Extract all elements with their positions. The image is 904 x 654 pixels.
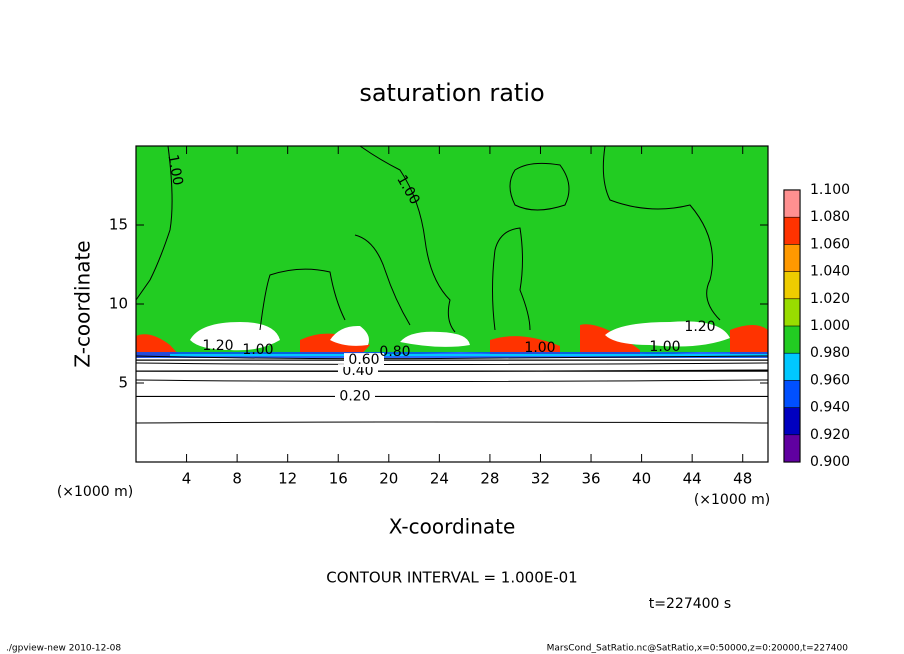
colorbar-bin [784,434,800,462]
contour-annotation: 1.00 [524,340,555,356]
colorbar-bin [784,380,800,408]
colorbar-label: 0.900 [810,454,850,470]
subsaturated-band [170,354,768,356]
x-tick-label: 32 [531,470,550,488]
colorbar-bin [784,298,800,326]
contour-annotation: 1.20 [684,319,715,335]
colorbar-label: 1.040 [810,264,850,280]
contour-label: 0.40 [342,363,373,379]
contour-label-bg [338,364,378,379]
x-tick-label: 36 [581,470,600,488]
colorbar-label: 0.920 [810,427,850,443]
x-tick-label: 20 [379,470,398,488]
colorbar-label: 1.060 [810,236,850,252]
contour-annotation: 1.00 [164,153,185,186]
colorbar-label: 1.020 [810,291,850,307]
y-tick-label: 10 [109,295,128,313]
x-tick-label: 4 [182,470,192,488]
contour-annotation: 1.00 [649,339,680,355]
contour-label: 0.60 [348,352,379,368]
x-axis-label: X-coordinate [389,515,516,539]
contour-annotation: 0.80 [379,344,410,360]
x-tick-label: 28 [480,470,499,488]
x-tick-label: 40 [632,470,651,488]
footer-left: ./gpview-new 2010-12-08 [6,644,121,654]
colorbar-outline [783,189,801,463]
contour-label-bg [335,389,375,404]
colorbar-label: 0.940 [810,400,850,416]
colorbar-label: 0.980 [810,345,850,361]
colorbar-bin [784,190,800,218]
y-axis-label: Z-coordinate [71,240,95,367]
colorbar-bin [784,244,800,272]
colorbar-label: 1.000 [810,318,850,334]
time-label: t=227400 s [649,596,731,612]
chart-title: saturation ratio [359,79,544,107]
y-unit: (×1000 m) [57,484,133,500]
cloud [190,321,730,351]
colorbar-label: 1.080 [810,209,850,225]
colorbar-label: 0.960 [810,372,850,388]
contour-annotation: 1.00 [242,342,273,358]
contour-interval: CONTOUR INTERVAL = 1.000E-01 [326,569,577,587]
x-tick-label: 48 [733,470,752,488]
x-unit: (×1000 m) [694,492,770,508]
field-saturated [136,146,768,356]
contour-label: 0.20 [339,388,370,404]
footer-right: MarsCond_SatRatio.nc@SatRatio,x=0:50000,… [547,644,849,654]
y-tick-label: 15 [109,216,128,234]
x-tick-label: 12 [278,470,297,488]
y-tick-label: 5 [118,374,128,392]
colorbar-bin [784,407,800,435]
contour-label-bg [344,353,384,368]
x-tick-label: 44 [683,470,702,488]
colorbar-bin [784,326,800,354]
x-tick-label: 24 [430,470,449,488]
x-tick-label: 16 [329,470,348,488]
x-tick-label: 8 [232,470,242,488]
colorbar-bin [784,217,800,245]
contour-annotation: 1.20 [202,338,233,354]
colorbar-label: 1.100 [810,182,850,198]
colorbar-bin [784,271,800,299]
colorbar-bin [784,353,800,381]
